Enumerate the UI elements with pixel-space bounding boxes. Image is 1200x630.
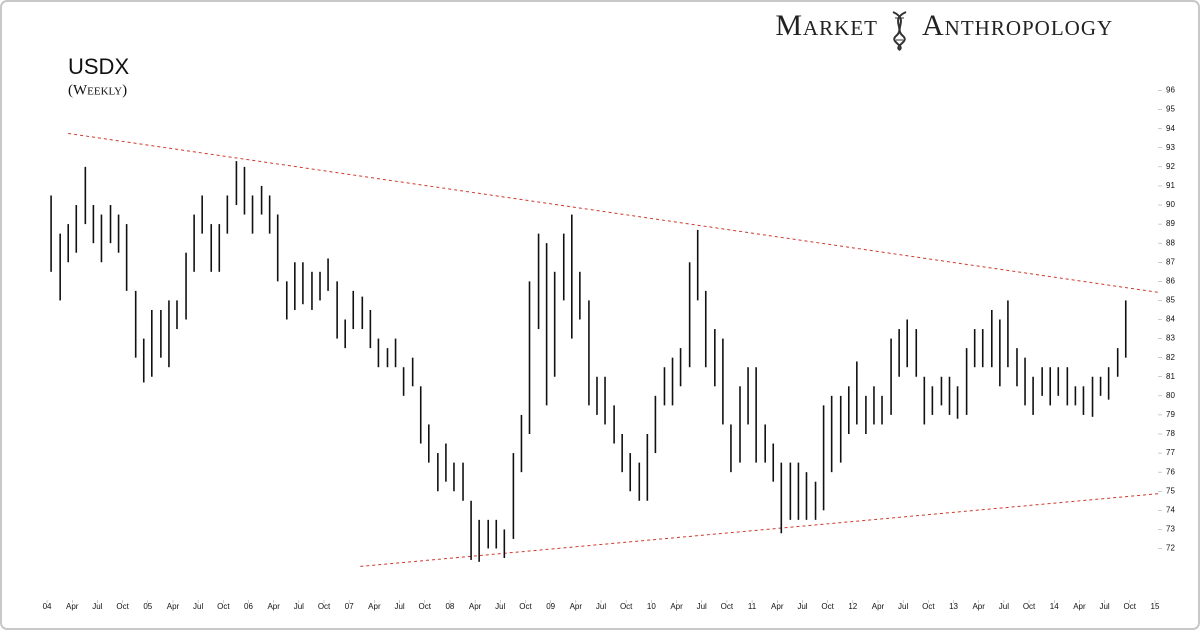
- x-tick-label: Apr: [469, 602, 482, 611]
- x-tick-label: 14: [1050, 602, 1059, 611]
- x-tick-label: Oct: [519, 602, 532, 611]
- x-tick-label: 09: [546, 602, 555, 611]
- x-tick-label: 04: [43, 602, 52, 611]
- dna-icon: [892, 11, 907, 51]
- x-tick-label: Apr: [368, 602, 381, 611]
- x-tick-label: 13: [949, 602, 958, 611]
- x-tick-label: 08: [445, 602, 454, 611]
- y-tick-label: 79: [1166, 410, 1175, 419]
- x-tick-label: Jul: [1099, 602, 1109, 611]
- brand: Market Anthropology: [775, 9, 1113, 51]
- y-tick-label: 94: [1166, 124, 1175, 133]
- y-tick-label: 77: [1166, 448, 1175, 457]
- chart-subtitle: (Weekly): [68, 82, 127, 98]
- y-tick-label: 84: [1166, 315, 1175, 324]
- x-tick-label: Oct: [1023, 602, 1036, 611]
- y-tick-label: 96: [1166, 86, 1175, 95]
- y-tick-label: 82: [1166, 353, 1175, 362]
- x-tick-label: Apr: [66, 602, 79, 611]
- x-tick-label: 05: [143, 602, 152, 611]
- y-tick-label: 89: [1166, 219, 1175, 228]
- x-tick-label: Oct: [922, 602, 935, 611]
- trendline: [68, 132, 1161, 294]
- x-tick-label: Jul: [394, 602, 404, 611]
- x-tick-label: Apr: [771, 602, 784, 611]
- x-tick-label: Jul: [999, 602, 1009, 611]
- x-tick-label: Jul: [92, 602, 102, 611]
- x-tick-label: 06: [244, 602, 253, 611]
- y-tick-label: 87: [1166, 257, 1175, 266]
- y-tick-label: 90: [1166, 200, 1175, 209]
- x-tick-label: Apr: [872, 602, 885, 611]
- x-tick-label: 12: [848, 602, 857, 611]
- x-tick-label: Jul: [697, 602, 707, 611]
- x-tick-label: 11: [748, 602, 757, 611]
- x-tick-label: Oct: [217, 602, 230, 611]
- x-tick-label: Apr: [570, 602, 583, 611]
- x-tick-label: Oct: [721, 602, 734, 611]
- x-tick-label: Oct: [1124, 602, 1137, 611]
- y-tick-label: 72: [1166, 544, 1175, 553]
- x-tick-label: Oct: [821, 602, 834, 611]
- y-tick-label: 88: [1166, 238, 1175, 247]
- y-tick-label: 95: [1166, 105, 1175, 114]
- x-tick-label: Jul: [193, 602, 203, 611]
- trendline: [360, 493, 1161, 567]
- x-tick-label: Apr: [670, 602, 683, 611]
- brand-word: Anthropology: [922, 9, 1113, 42]
- y-tick-label: 92: [1166, 162, 1175, 171]
- y-tick-label: 78: [1166, 429, 1175, 438]
- x-tick-label: Oct: [116, 602, 129, 611]
- x-tick-label: Oct: [419, 602, 432, 611]
- x-tick-label: 07: [345, 602, 354, 611]
- y-tick-label: 73: [1166, 525, 1175, 534]
- y-tick-label: 74: [1166, 505, 1175, 514]
- y-tick-label: 76: [1166, 467, 1175, 476]
- x-tick-label: Jul: [797, 602, 807, 611]
- x-tick-label: Jul: [898, 602, 908, 611]
- x-tick-label: Apr: [167, 602, 180, 611]
- y-tick-label: 91: [1166, 181, 1175, 190]
- x-tick-label: Oct: [620, 602, 633, 611]
- x-tick-label: Jul: [495, 602, 505, 611]
- y-tick-label: 83: [1166, 334, 1175, 343]
- x-tick-label: Apr: [1073, 602, 1086, 611]
- brand-word: Market: [775, 9, 878, 42]
- x-tick-label: 15: [1151, 602, 1160, 611]
- x-tick-label: 10: [647, 602, 656, 611]
- y-tick-label: 85: [1166, 296, 1175, 305]
- x-tick-label: Oct: [318, 602, 331, 611]
- helix-strand: [893, 11, 907, 51]
- y-tick-label: 93: [1166, 143, 1175, 152]
- x-tick-label: Apr: [972, 602, 985, 611]
- chart-title: USDX: [68, 54, 129, 79]
- y-tick-label: 75: [1166, 486, 1175, 495]
- y-tick-label: 80: [1166, 391, 1175, 400]
- x-tick-label: Jul: [596, 602, 606, 611]
- y-tick-label: 81: [1166, 372, 1175, 381]
- x-tick-label: Jul: [294, 602, 304, 611]
- y-tick-label: 86: [1166, 276, 1175, 285]
- x-tick-label: Apr: [267, 602, 280, 611]
